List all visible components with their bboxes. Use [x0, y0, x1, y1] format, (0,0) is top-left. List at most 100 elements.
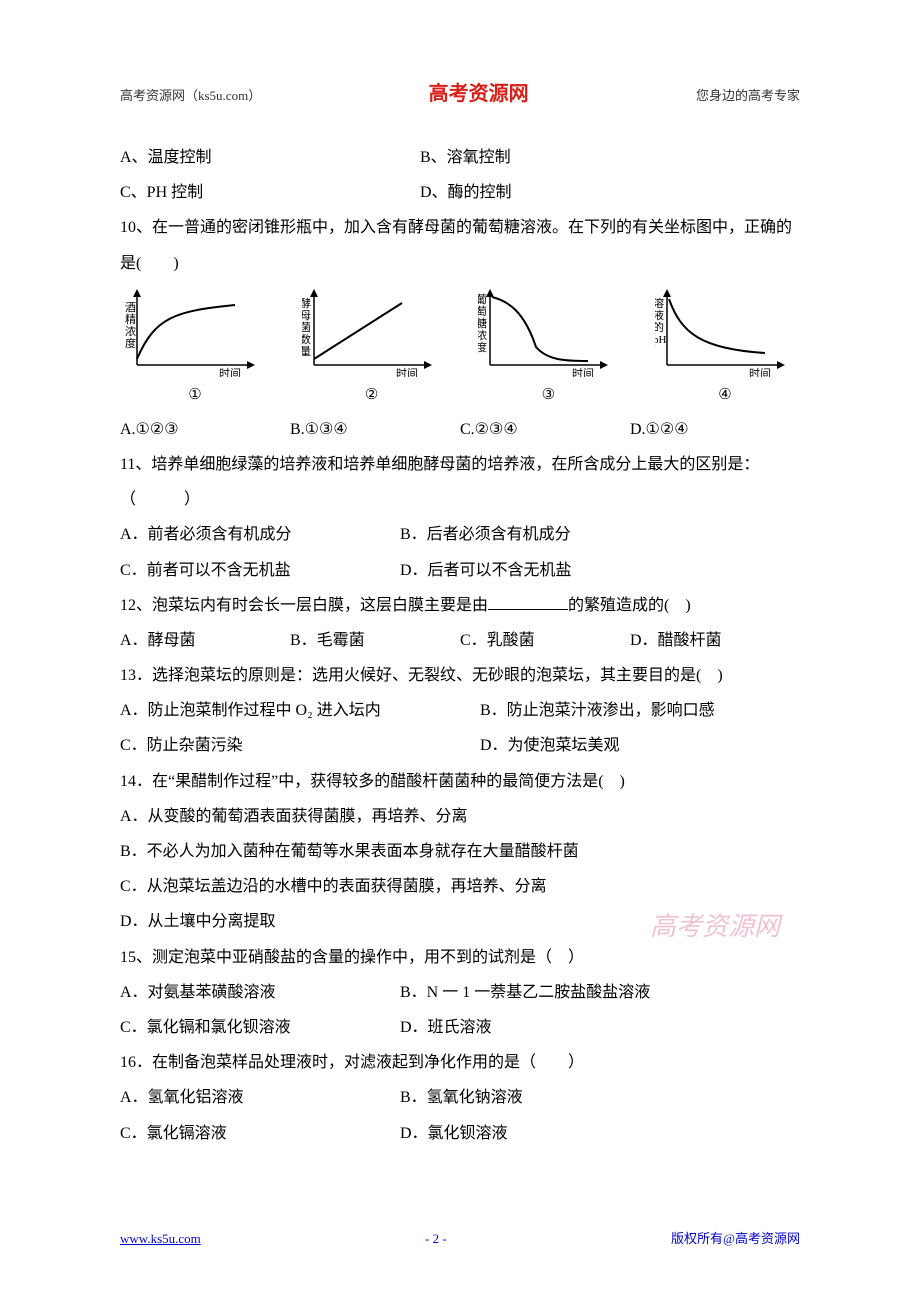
svg-text:度: 度 — [478, 340, 487, 354]
q15-d: D．班氏溶液 — [400, 1010, 492, 1045]
chart-4-num: ④ — [650, 379, 800, 412]
footer-page-num: - 2 - — [425, 1225, 447, 1254]
svg-text:菌: 菌 — [302, 321, 311, 334]
svg-text:数: 数 — [302, 333, 311, 346]
q9-options-row1: A、温度控制 B、溶氧控制 — [120, 140, 800, 175]
q9-opt-a: A、温度控制 — [120, 140, 420, 175]
q12-d: D．醋酸杆菌 — [630, 623, 800, 658]
svg-text:酒: 酒 — [125, 301, 136, 314]
q13-stem: 13．选择泡菜坛的原则是：选用火候好、无裂纹、无砂眼的泡菜坛，其主要目的是( ) — [120, 658, 800, 693]
q13-row2: C．防止杂菌污染 D．为使泡菜坛美观 — [120, 728, 800, 763]
chart-4: 溶 液 的 pH 时间 ④ — [650, 287, 800, 412]
svg-text:度: 度 — [125, 336, 136, 350]
q16-d: D．氯化钡溶液 — [400, 1116, 508, 1151]
svg-text:液: 液 — [655, 308, 664, 322]
chart-2-svg: 酵 母 菌 数 量 时间 — [302, 287, 442, 377]
chart-3-xlabel: 时间 — [572, 367, 594, 377]
q15-b: B．N 一 1 一萘基乙二胺盐酸盐溶液 — [400, 975, 650, 1010]
q12-a: A．酵母菌 — [120, 623, 290, 658]
q16-b: B．氢氧化钠溶液 — [400, 1080, 523, 1115]
q11-row2: C．前者可以不含无机盐 D．后者可以不含无机盐 — [120, 553, 800, 588]
q10-a: A.①②③ — [120, 412, 290, 447]
q9-opt-c: C、PH 控制 — [120, 175, 420, 210]
q16-row2: C．氯化镉溶液 D．氯化钡溶液 — [120, 1116, 800, 1151]
svg-text:糖: 糖 — [478, 316, 487, 330]
footer-url: www.ks5u.com — [120, 1225, 201, 1254]
q12-opts: A．酵母菌 B．毛霉菌 C．乳酸菌 D．醋酸杆菌 — [120, 623, 800, 658]
q16-row1: A．氢氧化铝溶液 B．氢氧化钠溶液 — [120, 1080, 800, 1115]
q14-d: D．从土壤中分离提取 — [120, 904, 800, 939]
q10-charts: 酒 精 浓 度 时间 ① 酵 母 菌 数 量 时间 ② — [120, 287, 800, 412]
header-left: 高考资源网（ks5u.com） — [120, 82, 261, 111]
q11-c: C．前者可以不含无机盐 — [120, 553, 400, 588]
q10-answers: A.①②③ B.①③④ C.②③④ D.①②④ — [120, 412, 800, 447]
chart-1-num: ① — [120, 379, 270, 412]
svg-text:葡: 葡 — [478, 293, 487, 306]
q13-d: D．为使泡菜坛美观 — [480, 728, 620, 763]
chart-2: 酵 母 菌 数 量 时间 ② — [297, 287, 447, 412]
svg-text:母: 母 — [302, 309, 311, 322]
q11-a: A．前者必须含有机成分 — [120, 517, 400, 552]
q16-a: A．氢氧化铝溶液 — [120, 1080, 400, 1115]
q9-opt-b: B、溶氧控制 — [420, 140, 800, 175]
header-center-logo: 高考资源网 — [429, 72, 529, 116]
q12-stem-pre: 12、泡菜坛内有时会长一层白膜，这层白膜主要是由 — [120, 597, 488, 614]
q16-stem: 16．在制备泡菜样品处理液时，对滤液起到净化作用的是（ ） — [120, 1045, 800, 1080]
chart-2-curve — [314, 303, 402, 359]
chart-4-svg: 溶 液 的 pH 时间 — [655, 287, 795, 377]
svg-text:溶: 溶 — [655, 296, 664, 310]
chart-1-curve — [137, 305, 235, 359]
q15-stem: 15、测定泡菜中亚硝酸盐的含量的操作中，用不到的试剂是（ ） — [120, 940, 800, 975]
chart-3-num: ③ — [473, 379, 623, 412]
q13-a: A．防止泡菜制作过程中 O₂ 进入坛内 — [120, 693, 480, 728]
q13-row1: A．防止泡菜制作过程中 O₂ 进入坛内 B．防止泡菜汁液渗出，影响口感 — [120, 693, 800, 728]
chart-3-svg: 葡 萄 糖 浓 度 时间 — [478, 287, 618, 377]
chart-1: 酒 精 浓 度 时间 ① — [120, 287, 270, 412]
q12-b: B．毛霉菌 — [290, 623, 460, 658]
q13-b: B．防止泡菜汁液渗出，影响口感 — [480, 693, 715, 728]
q15-row1: A．对氨基苯磺酸溶液 B．N 一 1 一萘基乙二胺盐酸盐溶液 — [120, 975, 800, 1010]
svg-text:量: 量 — [302, 345, 311, 358]
q11-row1: A．前者必须含有机成分 B．后者必须含有机成分 — [120, 517, 800, 552]
q15-c: C．氯化镉和氯化钡溶液 — [120, 1010, 400, 1045]
q9-opt-d: D、酶的控制 — [420, 175, 800, 210]
q14-stem: 14．在“果醋制作过程”中，获得较多的醋酸杆菌菌种的最简便方法是( ) — [120, 764, 800, 799]
chart-1-svg: 酒 精 浓 度 时间 — [125, 287, 265, 377]
q12-blank — [488, 594, 568, 610]
q10-stem: 10、在一普通的密闭锥形瓶中，加入含有酵母菌的葡萄糖溶液。在下列的有关坐标图中，… — [120, 210, 800, 280]
q12-stem: 12、泡菜坛内有时会长一层白膜，这层白膜主要是由 的繁殖造成的( ) — [120, 588, 800, 623]
svg-text:浓: 浓 — [478, 329, 487, 342]
q10-c: C.②③④ — [460, 412, 630, 447]
chart-4-curve — [669, 299, 765, 353]
chart-2-xlabel: 时间 — [396, 367, 418, 377]
footer-copyright: 版权所有@高考资源网 — [671, 1225, 800, 1254]
q14-b: B．不必人为加入菌种在葡萄等水果表面本身就存在大量醋酸杆菌 — [120, 834, 800, 869]
page-header: 高考资源网（ks5u.com） 高考资源网 您身边的高考专家 — [120, 72, 800, 116]
svg-text:萄: 萄 — [478, 305, 487, 318]
q10-d: D.①②④ — [630, 412, 800, 447]
chart-3-curve — [492, 297, 588, 361]
q10-b: B.①③④ — [290, 412, 460, 447]
q11-b: B．后者必须含有机成分 — [400, 517, 571, 552]
chart-3: 葡 萄 糖 浓 度 时间 ③ — [473, 287, 623, 412]
q11-d: D．后者可以不含无机盐 — [400, 553, 572, 588]
q9-options-row2: C、PH 控制 D、酶的控制 — [120, 175, 800, 210]
chart-1-xlabel: 时间 — [219, 367, 241, 377]
svg-text:pH: pH — [655, 334, 667, 346]
page-footer: www.ks5u.com - 2 - 版权所有@高考资源网 — [120, 1225, 800, 1254]
q15-row2: C．氯化镉和氯化钡溶液 D．班氏溶液 — [120, 1010, 800, 1045]
q16-c: C．氯化镉溶液 — [120, 1116, 400, 1151]
svg-text:精: 精 — [125, 313, 136, 326]
q11-stem: 11、培养单细胞绿藻的培养液和培养单细胞酵母菌的培养液，在所含成分上最大的区别是… — [120, 447, 800, 517]
q15-a: A．对氨基苯磺酸溶液 — [120, 975, 400, 1010]
chart-2-num: ② — [297, 379, 447, 412]
q13-c: C．防止杂菌污染 — [120, 728, 480, 763]
svg-text:浓: 浓 — [125, 325, 136, 338]
q14-c: C．从泡菜坛盖边沿的水槽中的表面获得菌膜，再培养、分离 — [120, 869, 800, 904]
svg-text:的: 的 — [655, 320, 664, 334]
q12-stem-post: 的繁殖造成的( ) — [568, 597, 691, 614]
q14-a: A．从变酸的葡萄酒表面获得菌膜，再培养、分离 — [120, 799, 800, 834]
svg-text:酵: 酵 — [302, 297, 311, 310]
chart-4-xlabel: 时间 — [749, 367, 771, 377]
header-right: 您身边的高考专家 — [696, 82, 800, 111]
